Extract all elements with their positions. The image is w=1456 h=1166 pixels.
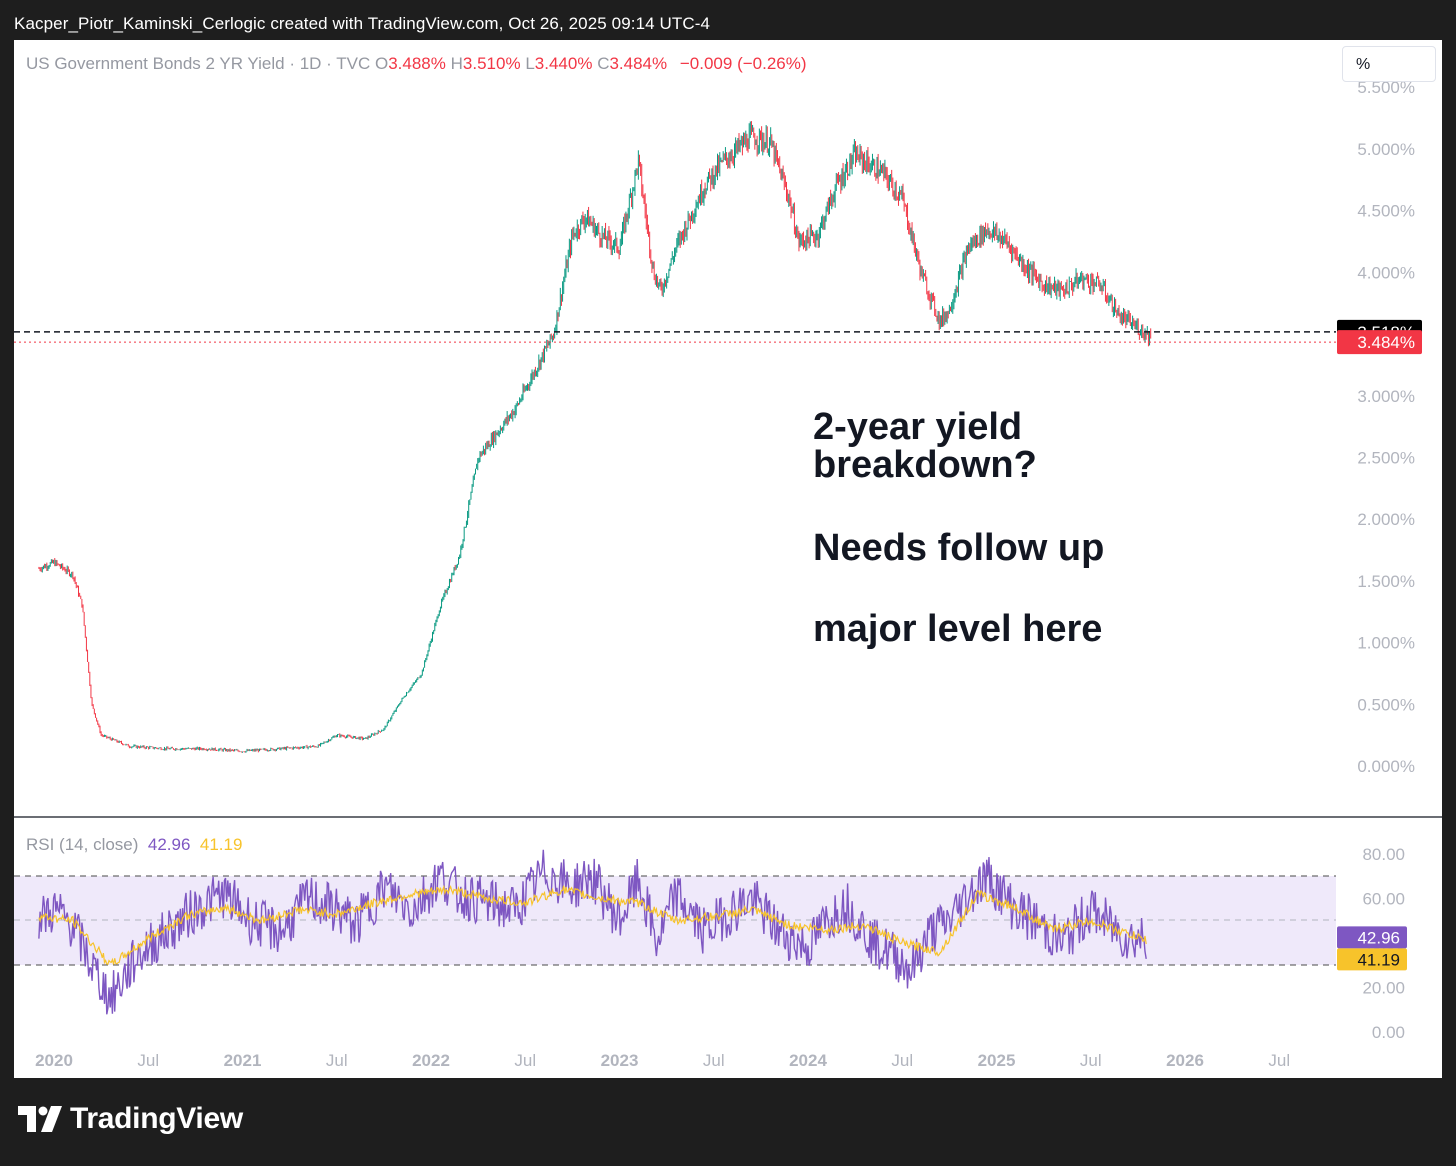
rsi-series [38,849,1147,1015]
price-axis: 0.000% 0.500% 1.000% 1.500% 2.000% 2.500% 3.00… [1357,78,1415,776]
annotation-line-2: breakdown? [813,444,1037,486]
annotation-line-1: 2-year yield [813,406,1023,448]
rsi-value-badge [1337,926,1407,949]
tradingview-logo-icon [18,1106,62,1132]
high-value: 3.510% [462,54,521,73]
tradingview-logo[interactable]: TradingView [18,1102,243,1136]
time-axis-tick: Jul [1080,1051,1102,1070]
open-label: O [374,54,389,73]
price-axis-tick: 3.000% [1357,387,1415,406]
chart-canvas[interactable]: 0.000% 0.500% 1.000% 1.500% 2.000% 2.500% 3.00… [14,40,1442,1078]
price-axis-tick: 5.500% [1357,78,1415,97]
rsi-value: 42.96 [147,835,191,854]
rsi-ma-value: 41.19 [199,835,243,854]
header-caption: Kacper_Piotr_Kaminski_Cerlogic created w… [14,14,711,33]
rsi-axis-tick: 60.00 [1362,890,1405,909]
time-axis-tick: 2026 [1166,1051,1204,1070]
rsi-axis-tick: 0.00 [1372,1023,1405,1042]
time-axis-tick: 2023 [601,1051,639,1070]
rsi-ma-badge-label: 41.19 [1357,950,1400,969]
annotation-line-3: Needs follow up [813,527,1105,569]
rsi-axis-tick: 20.00 [1362,979,1405,998]
price-axis-tick: 5.000% [1357,140,1415,159]
rsi-axis-tick: 80.00 [1362,845,1405,864]
time-axis-tick: 2020 [35,1051,73,1070]
price-axis-tick: 0.000% [1357,757,1415,776]
rsi-value-badge-label: 42.96 [1357,928,1400,947]
rsi-name: RSI (14, close) [26,835,139,854]
price-axis-tick: 1.000% [1357,634,1415,653]
low-value: 3.440% [534,54,593,73]
price-axis-tick: 2.500% [1357,449,1415,468]
percent-scale-button[interactable]: % [1342,46,1436,82]
low-label: L [525,54,535,73]
time-axis-tick: Jul [891,1051,913,1070]
price-series [38,121,1152,753]
rsi-legend[interactable]: RSI (14, close) 42.96 41.19 [26,835,242,855]
rsi-ma-line [38,884,1147,965]
symbol-legend[interactable]: US Government Bonds 2 YR Yield · 1D · TV… [26,54,807,74]
time-axis-tick: 2021 [224,1051,262,1070]
change-value: −0.009 (−0.26%) [679,54,807,73]
price-axis-tick: 1.500% [1357,572,1415,591]
tradingview-wordmark: TradingView [70,1102,243,1135]
time-axis-tick: 2024 [789,1051,827,1070]
chart-card[interactable]: 0.000% 0.500% 1.000% 1.500% 2.000% 2.500% 3.00… [14,40,1442,1078]
annotation-line-4: major level here [813,608,1103,650]
price-axis-tick: 2.000% [1357,510,1415,529]
symbol-name: US Government Bonds 2 YR Yield · 1D · TV… [26,54,371,73]
price-axis-tick: 0.500% [1357,695,1415,714]
price-axis-tick: 4.000% [1357,263,1415,282]
time-axis: 2020 Jul 2021 Jul 2022 Jul 2023 Jul 2024 Jul 2025 J… [35,1051,1290,1070]
time-axis-tick: 2025 [978,1051,1016,1070]
close-value: 3.484% [609,54,668,73]
time-axis-tick: 2022 [412,1051,450,1070]
price-axis-tick: 4.500% [1357,202,1415,221]
time-axis-tick: Jul [703,1051,725,1070]
price-levels: 3.518%3.484% [14,319,1422,355]
rsi-ma-badge [1337,948,1407,971]
time-axis-tick: Jul [137,1051,159,1070]
time-axis-tick: Jul [1268,1051,1290,1070]
open-value: 3.488% [388,54,446,73]
last-price-badge [1337,330,1422,355]
time-axis-tick: Jul [514,1051,536,1070]
close-label: C [597,54,610,73]
high-label: H [450,54,463,73]
time-axis-tick: Jul [326,1051,348,1070]
last-price-badge-label: 3.484% [1357,333,1415,352]
